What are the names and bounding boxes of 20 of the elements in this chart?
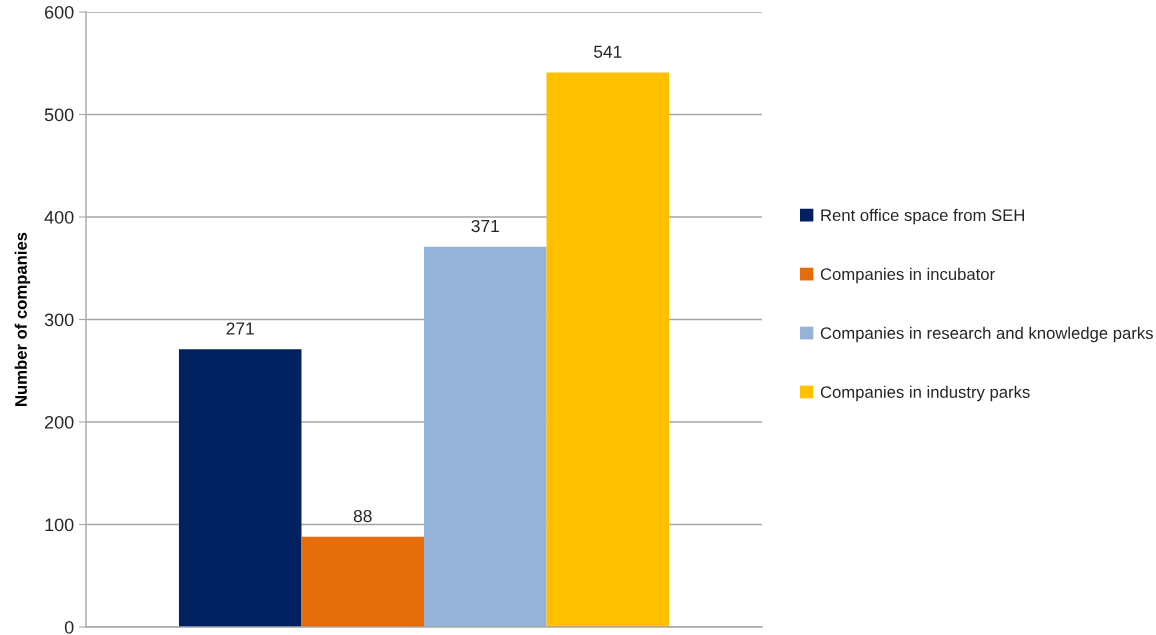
data-label: 271 <box>226 322 254 335</box>
legend-label: Companies in incubator <box>820 267 995 284</box>
y-axis-title: Number of companies <box>14 232 31 406</box>
bar <box>424 246 547 627</box>
y-tick-label: 500 <box>44 108 74 122</box>
data-label: 371 <box>471 219 499 233</box>
data-label: 541 <box>594 45 622 58</box>
y-tick-label: 100 <box>45 518 74 532</box>
y-tick-label: 0 <box>64 620 74 634</box>
bar <box>178 349 302 627</box>
bar <box>301 536 424 627</box>
legend-label: Companies in industry parks <box>820 385 1030 402</box>
legend-label: Rent office space from SEH <box>821 208 1024 225</box>
y-tick-label: 600 <box>44 5 74 19</box>
data-label: 88 <box>353 509 372 523</box>
legend-label: Companies in research and knowledge parks <box>820 326 1153 343</box>
bar <box>546 72 670 627</box>
y-tick-label: 300 <box>44 313 74 327</box>
y-tick-label: 200 <box>44 415 74 429</box>
y-tick-label: 400 <box>44 210 74 224</box>
